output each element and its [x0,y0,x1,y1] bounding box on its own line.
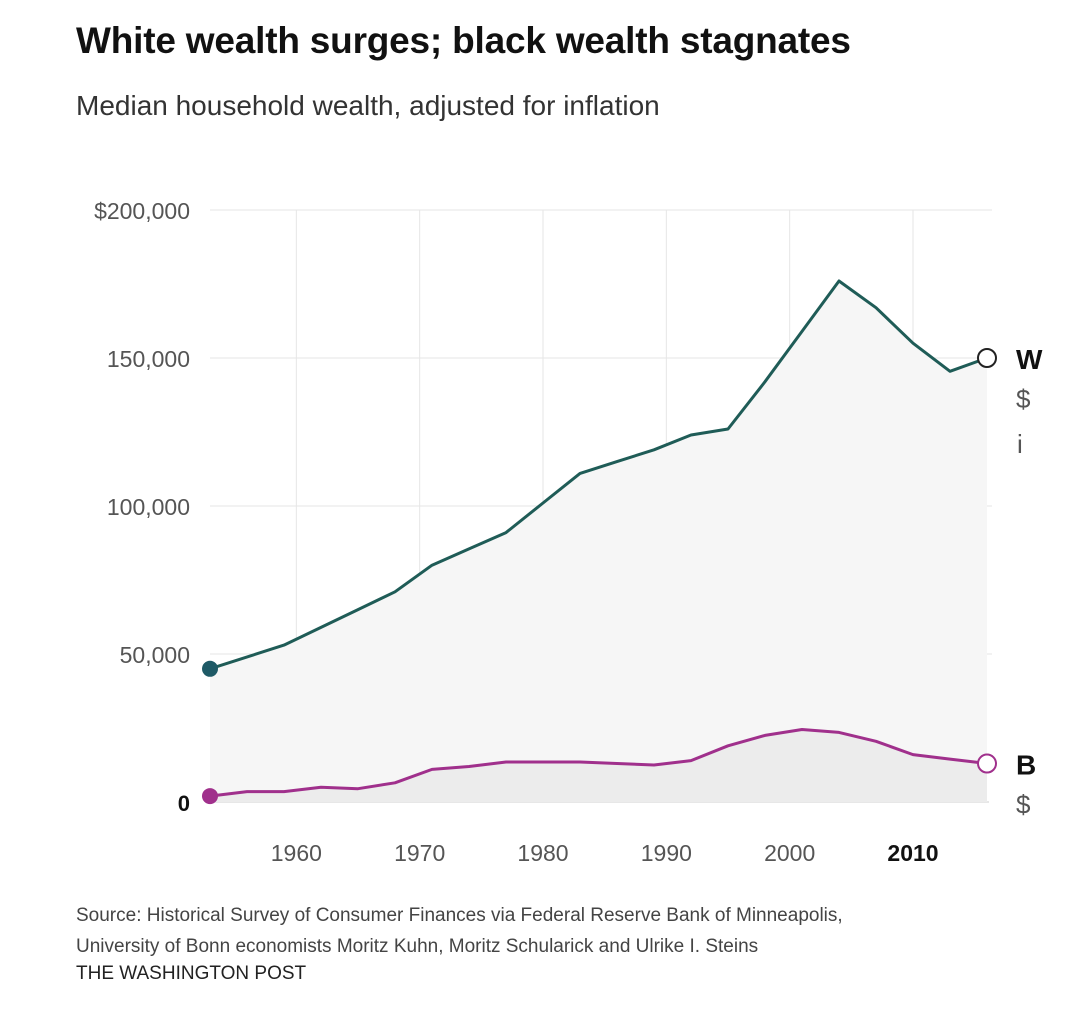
white-series-start-point [202,660,218,677]
x-tick-label-1980: 1980 [517,840,568,866]
white-series-note: i [1017,429,1023,459]
y-tick-label-200000: $200,000 [94,198,190,224]
x-tick-label-1960: 1960 [271,840,322,866]
series-lines [209,279,988,798]
series-markers [202,348,997,805]
series-labels: W $ i B $ [1016,344,1043,820]
black-series-label: B [1016,750,1036,781]
x-axis: 1960 1970 1980 1990 2000 2010 [271,840,939,866]
x-tick-label-2010: 2010 [887,840,938,866]
white-series-end-point [977,348,997,368]
black-series-start-point [202,788,218,805]
y-axis: 0 50,000 100,000 150,000 $200,000 [94,198,190,816]
white-series-area [210,281,987,802]
white-series-line [209,279,988,671]
chart-title: White wealth surges; black wealth stagna… [76,20,851,61]
series-areas [210,281,987,802]
y-tick-label-150000: 150,000 [107,346,190,372]
x-tick-label-2000: 2000 [764,840,815,866]
black-series-area [210,729,987,802]
black-series-value: $ [1016,790,1031,820]
source-line-1: Source: Historical Survey of Consumer Fi… [76,905,843,926]
white-series-label: W [1016,344,1043,375]
black-series-line [209,728,988,798]
source-line-2: University of Bonn economists Moritz Kuh… [76,936,759,957]
y-tick-label-100000: 100,000 [107,494,190,520]
white-series-value: $ [1016,384,1031,414]
black-series-end-point [977,753,997,774]
y-tick-label-50000: 50,000 [120,642,190,668]
x-tick-label-1970: 1970 [394,840,445,866]
source-note: Source: Historical Survey of Consumer Fi… [76,900,1030,962]
publisher-credit: THE WASHINGTON POST [76,963,307,984]
x-tick-label-1990: 1990 [641,840,692,866]
y-tick-label-0: 0 [178,791,190,816]
chart-subtitle: Median household wealth, adjusted for in… [76,90,660,121]
